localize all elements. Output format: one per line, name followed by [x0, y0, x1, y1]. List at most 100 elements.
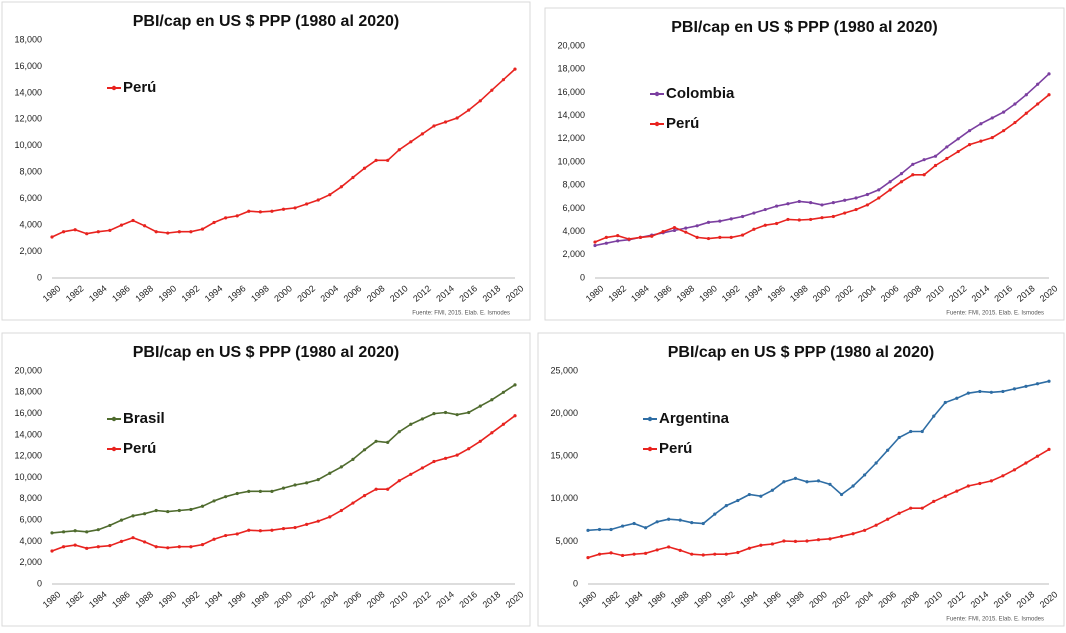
point	[501, 390, 506, 394]
point	[513, 383, 517, 387]
y-tick-label: 14,000	[14, 87, 42, 97]
point	[967, 129, 972, 133]
point	[1013, 120, 1017, 125]
y-tick-label: 14,000	[14, 429, 42, 439]
y-tick-label: 10,000	[14, 140, 42, 150]
point	[874, 523, 878, 527]
point	[1001, 389, 1005, 394]
point	[978, 481, 982, 486]
legend-dot	[111, 416, 117, 422]
point	[620, 524, 625, 528]
point	[258, 489, 262, 493]
point	[85, 232, 89, 236]
point	[96, 545, 100, 549]
point	[478, 404, 482, 408]
point	[1035, 454, 1040, 458]
y-tick-label: 0	[37, 272, 42, 282]
point	[131, 218, 135, 223]
point	[61, 530, 66, 534]
point	[200, 542, 205, 547]
y-tick-label: 12,000	[557, 133, 585, 143]
point	[851, 532, 855, 536]
point	[270, 528, 274, 532]
point	[638, 235, 643, 239]
point	[258, 529, 262, 533]
point	[865, 203, 870, 207]
point	[154, 508, 158, 513]
point	[945, 156, 949, 161]
point	[786, 217, 790, 222]
point	[513, 67, 517, 71]
point	[339, 465, 343, 469]
point	[1024, 461, 1028, 465]
point	[143, 540, 147, 544]
legend-dot	[647, 416, 653, 422]
legend-label: Brasil	[123, 410, 165, 427]
point	[740, 214, 745, 219]
point	[397, 148, 401, 152]
point	[316, 519, 320, 523]
point	[432, 124, 436, 128]
chart-title: PBI/cap en US $ PPP (1980 al 2020)	[133, 13, 400, 30]
point	[189, 507, 193, 512]
chart-title: PBI/cap en US $ PPP (1980 al 2020)	[668, 344, 935, 361]
point	[513, 414, 517, 418]
point	[945, 145, 949, 149]
legend-dot	[647, 446, 653, 452]
point	[281, 486, 286, 490]
point	[609, 527, 613, 532]
point	[177, 508, 181, 513]
y-tick-label: 10,000	[550, 493, 578, 503]
point	[736, 550, 740, 555]
point	[166, 231, 170, 235]
point	[966, 484, 970, 488]
point	[305, 202, 309, 206]
point	[684, 230, 688, 234]
point	[455, 413, 459, 417]
point	[678, 548, 682, 552]
point	[490, 431, 494, 435]
point	[863, 528, 867, 532]
point	[967, 143, 972, 147]
point	[247, 528, 251, 532]
y-tick-label: 6,000	[19, 193, 42, 203]
point	[212, 537, 216, 541]
panel	[544, 7, 1065, 321]
y-tick-label: 18,000	[14, 34, 42, 44]
point	[235, 214, 239, 218]
point	[820, 203, 824, 207]
point	[620, 553, 625, 558]
point	[593, 240, 597, 244]
legend-label: Colombia	[666, 85, 735, 102]
y-tick-label: 15,000	[550, 451, 578, 461]
point	[50, 235, 54, 239]
point	[943, 494, 947, 498]
point	[85, 546, 89, 550]
point	[831, 214, 835, 219]
y-tick-label: 14,000	[557, 110, 585, 120]
point	[397, 479, 401, 483]
point	[874, 461, 878, 465]
point	[61, 230, 66, 234]
point	[955, 489, 959, 493]
point	[73, 529, 77, 533]
point	[189, 545, 193, 549]
legend-dot	[654, 91, 660, 97]
point	[770, 542, 775, 546]
point	[655, 548, 659, 552]
point	[1013, 102, 1017, 106]
point	[50, 549, 54, 553]
point	[922, 158, 926, 162]
point	[932, 414, 936, 418]
point	[131, 536, 135, 540]
point	[978, 389, 982, 394]
point	[706, 236, 711, 241]
y-tick-label: 18,000	[557, 64, 585, 74]
y-tick-label: 20,000	[550, 408, 578, 418]
point	[586, 555, 590, 560]
point	[632, 552, 636, 556]
point	[386, 440, 390, 444]
point	[943, 400, 947, 405]
point	[409, 422, 413, 426]
